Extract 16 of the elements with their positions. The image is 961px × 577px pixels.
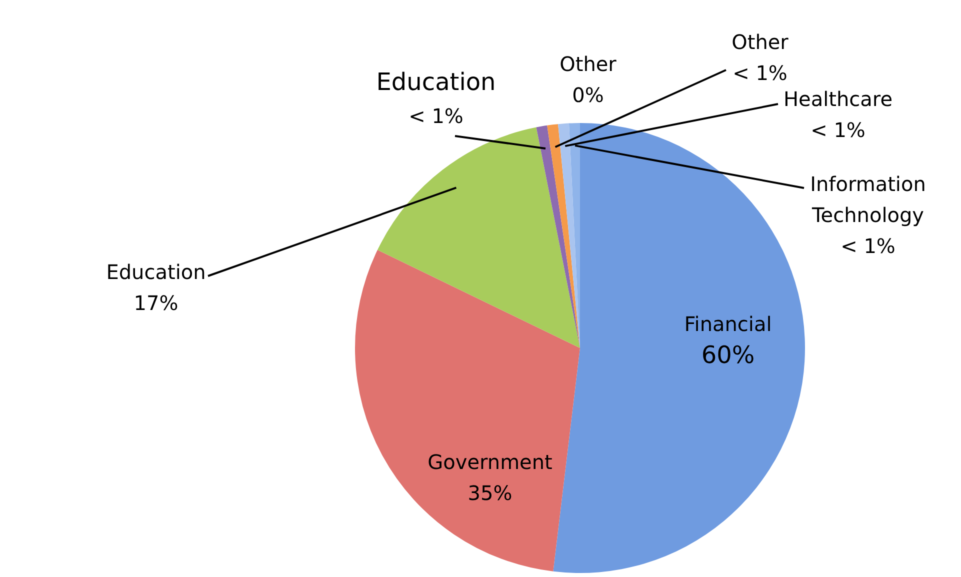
data-label: < 1% [732,61,788,86]
text: 0% [572,83,604,108]
slice-label: Other [732,30,790,54]
category-label: Other [560,52,616,76]
slice-label: Education [106,260,206,284]
data-label: 60% [701,341,755,370]
data-label: < 1% [408,104,464,128]
slice-label: Government [428,450,553,474]
data-label: 35% [468,481,512,506]
data-label: < 1% [810,118,866,142]
data-label: 17% [134,291,178,316]
data-label: < 1% [840,234,896,258]
slice-label: Information Technology [810,172,926,228]
slice-label: Financial [684,312,772,336]
slice-label: Healthcare [783,87,893,112]
slice-label: Education [376,68,496,96]
